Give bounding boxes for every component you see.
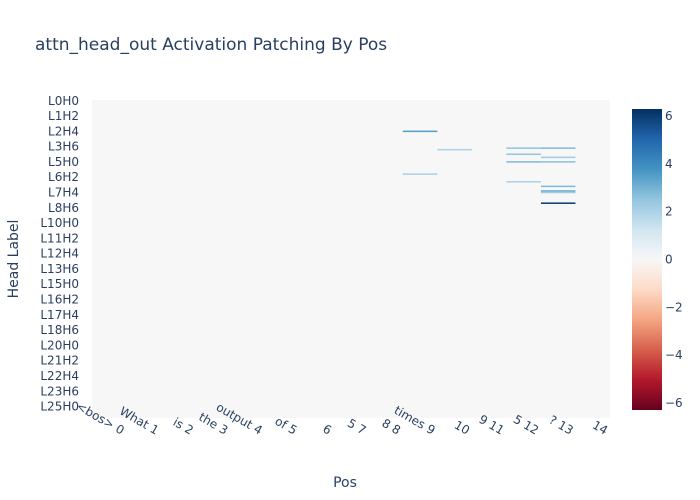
y-tick-label: L16H2 bbox=[40, 293, 79, 307]
heatmap-cell bbox=[402, 173, 438, 175]
y-tick-label: L8H6 bbox=[48, 201, 79, 215]
heatmap-cell bbox=[402, 130, 438, 133]
heatmap-cell bbox=[506, 153, 541, 156]
colorbar-tick-label: −6 bbox=[665, 396, 683, 410]
y-tick-label: L1H2 bbox=[48, 109, 79, 123]
y-tick-label: L17H4 bbox=[40, 308, 79, 322]
colorbar-tick-label: 2 bbox=[665, 205, 673, 219]
heatmap-cell bbox=[506, 161, 541, 163]
x-tick-label: 10 bbox=[452, 418, 472, 438]
plot-area bbox=[92, 100, 610, 418]
x-axis-title: Pos bbox=[333, 475, 357, 491]
colorbar-tick-label: 4 bbox=[665, 157, 673, 171]
y-tick-label: L25H0 bbox=[40, 400, 79, 414]
heatmap-cells bbox=[402, 130, 576, 204]
colorbar-tick-label: −4 bbox=[665, 348, 683, 362]
y-tick-label: L5H0 bbox=[48, 155, 79, 169]
y-tick-label: L2H4 bbox=[48, 124, 79, 138]
colorbar-tick-label: 0 bbox=[665, 253, 673, 267]
x-tick-label: 6 bbox=[320, 422, 334, 438]
y-tick-label: L0H0 bbox=[48, 94, 79, 108]
y-tick-label: L21H2 bbox=[40, 354, 79, 368]
colorbar-ticks: 6 4 2 0 −2 −4 −6 bbox=[665, 109, 683, 410]
x-tick-label: 5 7 bbox=[345, 416, 369, 438]
y-axis-title: Head Label bbox=[6, 220, 22, 299]
heatmap-cell bbox=[506, 181, 541, 183]
heatmap-cell bbox=[540, 156, 576, 159]
y-tick-label: L6H2 bbox=[48, 170, 79, 184]
y-tick-label: L22H4 bbox=[40, 369, 79, 383]
y-tick-label: L15H0 bbox=[40, 277, 79, 291]
y-tick-label: L7H4 bbox=[48, 186, 79, 200]
heatmap-cell bbox=[540, 185, 576, 188]
y-tick-label: L3H6 bbox=[48, 140, 79, 154]
chart-title: attn_head_out Activation Patching By Pos bbox=[35, 35, 387, 55]
y-tick-label: L12H4 bbox=[40, 247, 79, 261]
heatmap-cell bbox=[540, 190, 576, 192]
x-tick-label: 14 bbox=[590, 418, 610, 438]
y-tick-label: L13H6 bbox=[40, 262, 79, 276]
y-tick-label: L23H6 bbox=[40, 384, 79, 398]
y-tick-label: L11H2 bbox=[40, 231, 79, 245]
heatmap-cell bbox=[540, 202, 576, 204]
y-tick-label: L18H6 bbox=[40, 323, 79, 337]
heatmap-cell bbox=[506, 147, 541, 149]
heatmap-cell bbox=[540, 147, 576, 149]
colorbar-tick-label: −2 bbox=[665, 300, 683, 314]
y-tick-label: L10H0 bbox=[40, 216, 79, 230]
x-tick-label: is 2 bbox=[171, 415, 196, 438]
colorbar-tick-label: 6 bbox=[665, 109, 673, 123]
heatmap-cell bbox=[437, 148, 472, 151]
heatmap-cell bbox=[540, 161, 576, 163]
heatmap-cell bbox=[540, 191, 576, 194]
y-tick-label: L20H0 bbox=[40, 338, 79, 352]
colorbar bbox=[632, 109, 662, 410]
